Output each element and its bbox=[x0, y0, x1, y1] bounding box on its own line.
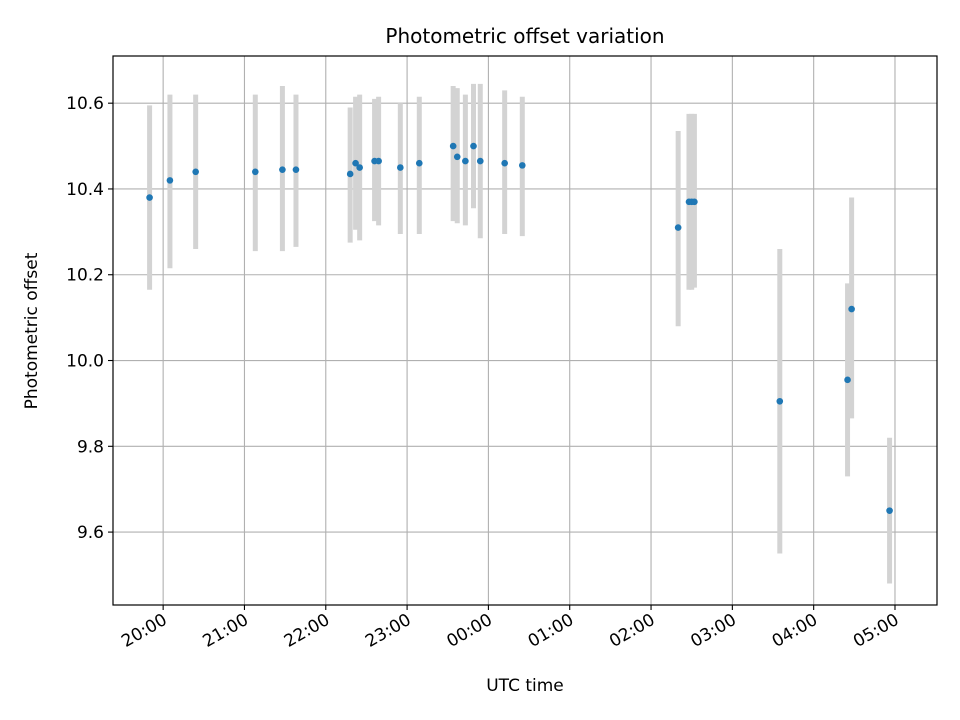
data-point bbox=[848, 305, 855, 313]
data-point bbox=[346, 170, 354, 178]
data-point bbox=[449, 142, 457, 150]
data-point bbox=[501, 159, 508, 167]
data-point bbox=[397, 164, 404, 171]
y-tick-label: 10.6 bbox=[66, 94, 104, 114]
data-point bbox=[356, 164, 363, 171]
data-point bbox=[470, 142, 477, 150]
data-point bbox=[691, 198, 698, 206]
data-point bbox=[252, 168, 259, 176]
data-point bbox=[453, 153, 461, 161]
plot-area bbox=[113, 56, 937, 605]
y-axis-label: Photometric offset bbox=[22, 252, 42, 409]
chart-title: Photometric offset variation bbox=[385, 24, 664, 48]
x-axis-label: UTC time bbox=[486, 676, 564, 696]
axes-frame bbox=[112, 55, 938, 606]
data-point bbox=[146, 194, 153, 201]
data-point bbox=[375, 157, 382, 165]
y-tick-label: 10.4 bbox=[66, 180, 104, 200]
y-tick-label: 9.6 bbox=[77, 523, 104, 543]
y-axis-ticks: 9.6 9.8 10.0 10.2 10.4 10.6 bbox=[66, 94, 113, 543]
data-point bbox=[279, 166, 286, 173]
grid-layer bbox=[113, 56, 937, 605]
data-point bbox=[292, 166, 300, 173]
y-tick-label: 10.0 bbox=[66, 352, 104, 372]
data-point bbox=[192, 168, 199, 176]
data-point bbox=[166, 177, 174, 184]
y-tick-label: 9.8 bbox=[77, 437, 104, 457]
data-point bbox=[674, 224, 682, 231]
data-point bbox=[776, 397, 784, 405]
data-point bbox=[352, 159, 359, 167]
point-layer bbox=[146, 142, 893, 514]
data-point bbox=[886, 507, 893, 514]
data-point bbox=[476, 157, 484, 165]
y-tick-label: 10.2 bbox=[66, 266, 104, 286]
data-point bbox=[518, 162, 526, 169]
data-point bbox=[462, 157, 469, 165]
data-point bbox=[415, 159, 423, 167]
data-point bbox=[844, 376, 851, 384]
